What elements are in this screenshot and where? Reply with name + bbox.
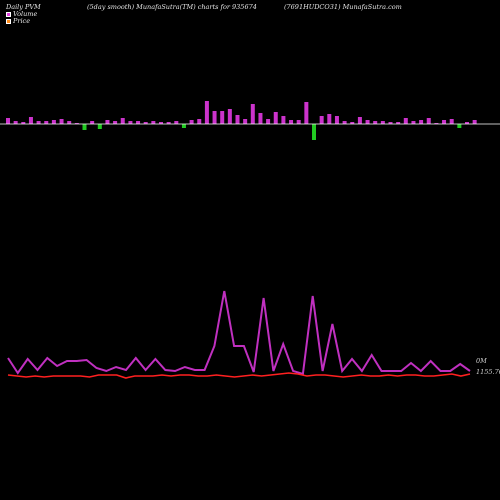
volume-bar bbox=[449, 119, 454, 124]
volume-bar bbox=[350, 122, 355, 124]
volume-bar bbox=[434, 123, 439, 124]
volume-bar bbox=[28, 117, 33, 124]
legend-volume-label: Volume bbox=[13, 10, 38, 18]
price-line bbox=[7, 372, 471, 379]
chart-title-left: Daily PVM bbox=[6, 3, 41, 11]
volume-bar bbox=[273, 112, 278, 124]
volume-bar bbox=[373, 121, 378, 124]
volume-bars bbox=[6, 101, 477, 140]
volume-bar bbox=[289, 120, 294, 124]
volume-bar bbox=[21, 122, 26, 124]
volume-bar bbox=[143, 122, 148, 124]
volume-bar bbox=[13, 121, 18, 124]
volume-bar bbox=[426, 118, 431, 124]
volume-bar bbox=[128, 121, 133, 124]
volume-bar bbox=[220, 111, 225, 124]
volume-bar bbox=[6, 118, 10, 124]
volume-bar bbox=[181, 124, 186, 128]
volume-bar bbox=[82, 124, 87, 130]
volume-bar bbox=[457, 124, 462, 128]
volume-line bbox=[7, 290, 471, 376]
volume-bar bbox=[243, 119, 248, 124]
volume-bar bbox=[396, 122, 401, 124]
volume-bar bbox=[334, 116, 339, 124]
volume-bar bbox=[44, 121, 49, 124]
volume-bar bbox=[296, 120, 301, 124]
volume-bar bbox=[304, 102, 309, 124]
volume-bar bbox=[97, 124, 102, 129]
volume-bar bbox=[312, 124, 316, 140]
volume-bar bbox=[74, 123, 79, 124]
volume-bar bbox=[281, 116, 286, 124]
volume-bar bbox=[51, 120, 56, 124]
volume-bar bbox=[357, 117, 362, 124]
legend-price-label: Price bbox=[13, 17, 31, 25]
volume-bar bbox=[472, 120, 477, 124]
volume-bar bbox=[212, 111, 217, 124]
volume-bar bbox=[174, 121, 179, 124]
volume-bar bbox=[411, 121, 416, 124]
volume-bar bbox=[266, 119, 271, 124]
volume-bar bbox=[197, 119, 202, 124]
volume-bar bbox=[365, 120, 370, 124]
volume-bar bbox=[189, 120, 194, 124]
volume-bar bbox=[136, 121, 141, 124]
volume-bar bbox=[227, 109, 232, 124]
volume-bar bbox=[419, 120, 424, 124]
volume-bar bbox=[113, 121, 118, 124]
volume-bar bbox=[59, 119, 64, 124]
volume-bar bbox=[90, 121, 95, 124]
volume-bar bbox=[327, 114, 332, 124]
volume-bar bbox=[258, 113, 263, 124]
volume-bar bbox=[342, 121, 347, 124]
volume-bar bbox=[319, 116, 324, 124]
chart-title-right: (7691HUDCO31) MunafaSutra.com bbox=[284, 3, 402, 11]
volume-bar bbox=[388, 122, 393, 124]
volume-last-label: 0M bbox=[476, 357, 487, 365]
volume-bar bbox=[105, 120, 110, 124]
volume-bar bbox=[67, 121, 72, 124]
volume-bar bbox=[380, 121, 385, 124]
chart-title-middle: (5day smooth) MunafaSutra(TM) charts for… bbox=[87, 3, 257, 11]
volume-bar bbox=[36, 121, 41, 124]
volume-bar bbox=[250, 104, 255, 124]
volume-bar bbox=[442, 120, 447, 124]
volume-bar bbox=[235, 115, 240, 124]
legend-price: Price bbox=[6, 17, 30, 25]
volume-bar bbox=[403, 118, 408, 124]
volume-bar bbox=[120, 118, 125, 124]
legend-price-swatch bbox=[6, 18, 11, 24]
volume-bar bbox=[465, 122, 469, 124]
volume-bar bbox=[159, 122, 163, 124]
legend-volume: Volume bbox=[6, 10, 37, 18]
volume-bar bbox=[151, 121, 156, 124]
volume-bar bbox=[204, 101, 209, 124]
price-last-label: 1155.76 bbox=[476, 368, 500, 376]
legend-volume-swatch bbox=[6, 11, 11, 17]
volume-bar bbox=[166, 122, 171, 124]
